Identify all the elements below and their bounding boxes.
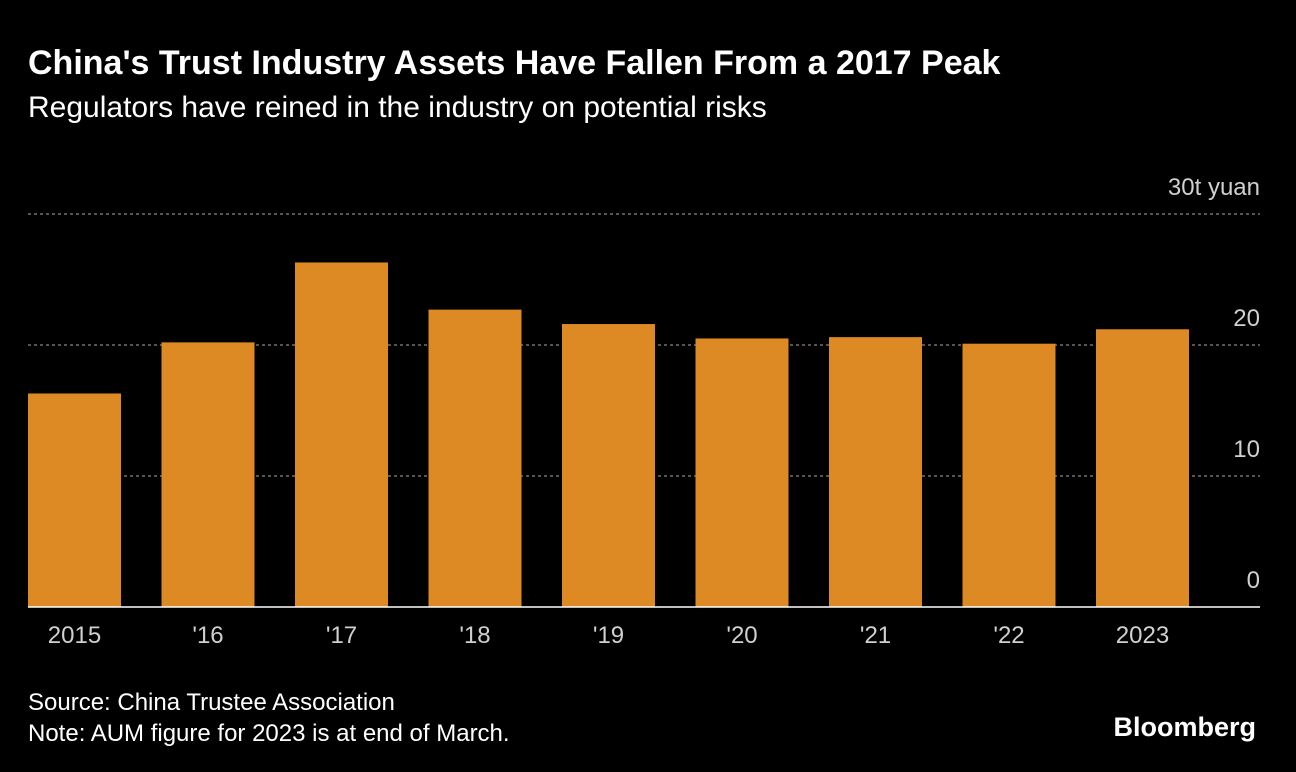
x-tick-label: '20 (726, 622, 757, 649)
x-tick-label: '19 (593, 622, 624, 649)
x-tick-label: '22 (993, 622, 1024, 649)
x-tick-label: '16 (192, 622, 223, 649)
chart-subtitle: Regulators have reined in the industry o… (28, 91, 767, 124)
bar (695, 338, 789, 607)
bar (161, 342, 255, 607)
note: Note: AUM figure for 2023 is at end of M… (28, 720, 510, 747)
bar (428, 309, 522, 607)
y-tick-label: 0 (1247, 567, 1260, 594)
x-tick-label: '17 (326, 622, 357, 649)
x-tick-label: '21 (860, 622, 891, 649)
bar (295, 262, 388, 607)
y-tick-label: 30t yuan (1168, 174, 1260, 201)
bar (562, 324, 655, 607)
brand-logo: Bloomberg (1113, 712, 1256, 742)
x-tick-label: 2015 (48, 622, 101, 649)
source: Source: China Trustee Association (28, 689, 395, 716)
bar (829, 337, 922, 607)
chart-title: China's Trust Industry Assets Have Falle… (28, 44, 1001, 82)
x-tick-label: '18 (459, 622, 490, 649)
x-tick-label: 2023 (1116, 622, 1169, 649)
bar (1096, 329, 1189, 607)
bar (962, 343, 1056, 607)
y-tick-label: 20 (1233, 305, 1260, 332)
bar (28, 393, 121, 607)
y-tick-label: 10 (1233, 436, 1260, 463)
